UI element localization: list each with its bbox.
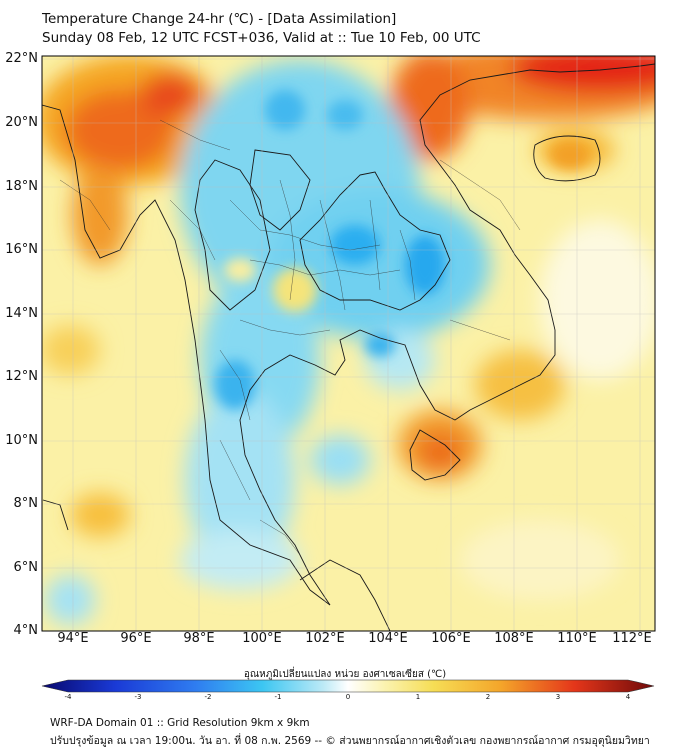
- lon-label: 104°E: [368, 631, 408, 646]
- colorbar-caption: อุณหภูมิเปลี่ยนแปลง หน่วย องศาเซลเซียส (…: [243, 669, 447, 680]
- lat-label: 14°N: [5, 306, 38, 321]
- colorbar-tick: 3: [555, 693, 561, 701]
- lon-label: 106°E: [431, 631, 471, 646]
- colorbar-tick: -4: [64, 693, 72, 701]
- colorbar: [41, 679, 655, 693]
- temperature-field: [42, 56, 655, 631]
- lat-label: 18°N: [5, 179, 38, 194]
- coastlines: [42, 63, 655, 631]
- lat-label: 16°N: [5, 242, 38, 257]
- lat-label: 20°N: [5, 115, 38, 130]
- lon-label: 94°E: [57, 631, 89, 646]
- lon-label: 108°E: [494, 631, 534, 646]
- colorbar-tick: 1: [415, 693, 421, 701]
- graticule: [42, 56, 655, 631]
- colorbar-tick: 2: [485, 693, 491, 701]
- lon-label: 96°E: [120, 631, 152, 646]
- colorbar-tick: 0: [345, 693, 351, 701]
- lon-label: 100°E: [242, 631, 282, 646]
- temperature-change-map: [41, 55, 656, 632]
- colorbar-tick: -1: [274, 693, 282, 701]
- lon-label: 98°E: [183, 631, 215, 646]
- lat-label: 8°N: [13, 496, 39, 511]
- lat-label: 22°N: [5, 51, 38, 66]
- footer-grid-info: WRF-DA Domain 01 :: Grid Resolution 9km …: [50, 717, 310, 729]
- footer-credit: ปรับปรุงข้อมูล ณ เวลา 19:00น. วัน อา. ที…: [50, 735, 650, 747]
- lon-label: 110°E: [557, 631, 597, 646]
- map-frame: [41, 55, 656, 632]
- lat-label: 10°N: [5, 433, 38, 448]
- map-title: Temperature Change 24-hr (℃) - [Data Ass…: [42, 11, 397, 27]
- colorbar-tick: 4: [625, 693, 631, 701]
- lat-label: 6°N: [13, 560, 39, 575]
- lon-label: 102°E: [305, 631, 345, 646]
- lat-label: 4°N: [13, 623, 39, 638]
- lat-label: 12°N: [5, 369, 38, 384]
- map-subtitle: Sunday 08 Feb, 12 UTC FCST+036, Valid at…: [42, 30, 481, 46]
- colorbar-tick: -3: [134, 693, 142, 701]
- colorbar-tick: -2: [204, 693, 212, 701]
- lon-label: 112°E: [612, 631, 652, 646]
